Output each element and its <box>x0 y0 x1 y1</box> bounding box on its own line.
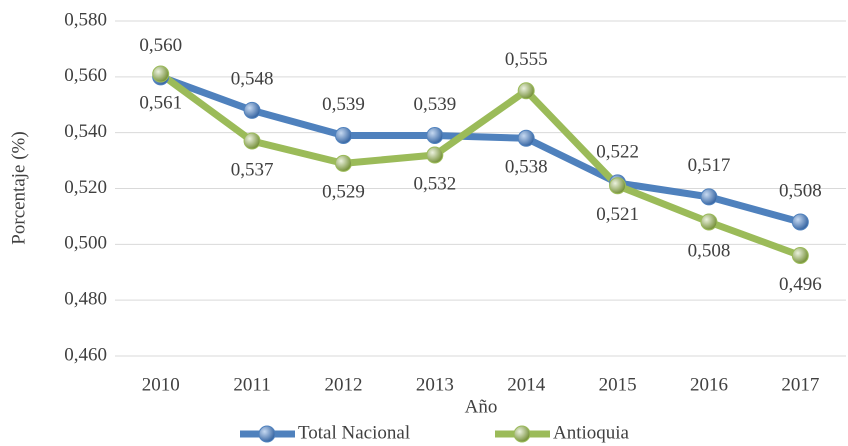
x-tick-label: 2011 <box>233 374 270 395</box>
data-label: 0,496 <box>779 274 822 295</box>
data-point <box>791 247 809 264</box>
data-point <box>426 146 444 164</box>
data-label: 0,560 <box>139 35 182 56</box>
data-label: 0,539 <box>413 94 456 115</box>
y-tick-label: 0,520 <box>64 177 107 198</box>
data-point <box>152 65 170 83</box>
x-tick-label: 2015 <box>599 374 637 395</box>
legend-label: Total Nacional <box>298 422 410 443</box>
y-tick-label: 0,540 <box>64 121 107 142</box>
y-tick-label: 0,460 <box>64 344 107 365</box>
data-label: 0,561 <box>139 92 182 113</box>
data-label: 0,538 <box>505 157 548 178</box>
x-tick-label: 2013 <box>416 374 454 395</box>
data-point <box>517 82 535 100</box>
data-point <box>334 154 352 172</box>
data-label: 0,521 <box>596 204 639 225</box>
x-axis-title: Año <box>465 396 498 417</box>
x-tick-label: 2012 <box>324 374 362 395</box>
data-label: 0,522 <box>596 141 639 162</box>
y-tick-label: 0,560 <box>64 65 107 86</box>
data-label: 0,539 <box>322 94 365 115</box>
data-label: 0,548 <box>231 69 274 90</box>
legend-label: Antioquia <box>553 422 630 443</box>
x-tick-label: 2010 <box>142 374 180 395</box>
data-point <box>517 129 535 147</box>
y-tick-label: 0,480 <box>64 289 107 310</box>
data-point <box>334 126 352 144</box>
data-label: 0,532 <box>413 173 456 194</box>
data-label: 0,517 <box>688 155 731 176</box>
data-label: 0,508 <box>688 240 731 261</box>
data-point <box>609 177 627 195</box>
data-point <box>243 101 261 119</box>
x-tick-label: 2016 <box>690 374 728 395</box>
legend-marker <box>513 425 531 443</box>
y-axis-title: Porcentaje (%) <box>8 131 29 244</box>
series-line <box>158 71 802 259</box>
x-tick-label: 2014 <box>507 374 546 395</box>
data-point <box>243 132 261 150</box>
y-tick-label: 0,500 <box>64 233 107 254</box>
legend-marker <box>258 425 276 443</box>
data-point <box>426 126 444 144</box>
data-point <box>700 213 718 231</box>
x-tick-label: 2017 <box>781 374 819 395</box>
data-point <box>700 188 718 206</box>
series-line <box>159 73 802 226</box>
data-label: 0,529 <box>322 182 365 203</box>
data-point <box>791 213 809 231</box>
y-tick-label: 0,580 <box>64 9 107 30</box>
data-label: 0,537 <box>231 159 274 180</box>
data-label: 0,508 <box>779 180 822 201</box>
data-label: 0,555 <box>505 49 548 70</box>
